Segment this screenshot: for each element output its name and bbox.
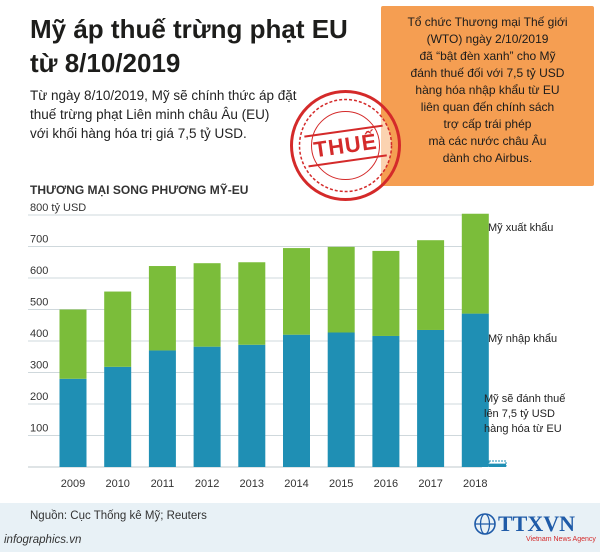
y-tick-label: 700 [30, 234, 48, 246]
bar-import [372, 335, 400, 467]
tariff-line-1: Mỹ sẽ đánh thuế [484, 393, 566, 405]
bar-tariff-outline [488, 460, 507, 467]
logo-subtitle: Vietnam News Agency [526, 536, 596, 543]
bar-export [461, 213, 489, 314]
bar-export [104, 291, 132, 367]
y-tick-label: 300 [30, 360, 48, 372]
import-label: Mỹ nhập khẩu [488, 333, 558, 345]
x-tick-label: 2011 [151, 478, 175, 490]
x-tick-label: 2010 [105, 478, 129, 490]
bar-export [327, 246, 355, 333]
bar-chart: 800 tỷ USD 700 600 500 400 300 200 100 2009 2010 2… [28, 202, 507, 490]
x-tick-label: 2016 [374, 478, 398, 490]
bar-import [283, 334, 310, 467]
y-tick-label: 800 tỷ USD [30, 202, 86, 214]
callout-line: đánh thuế đối với 7,5 tỷ USD [410, 66, 565, 80]
bar-export [238, 262, 266, 345]
globe-icon [474, 513, 496, 535]
bar-tariff [489, 463, 506, 467]
y-tick-label: 400 [30, 328, 48, 340]
intro-line-2: thuế trừng phạt Liên minh châu Âu (EU) [30, 107, 270, 122]
x-tick-label: 2018 [463, 478, 487, 490]
source-note: Nguồn: Cục Thống kê Mỹ; Reuters [30, 510, 207, 522]
bar-export [148, 266, 176, 351]
logo-text: TTXVN [498, 511, 576, 536]
callout-line: mà các nước châu Âu [428, 134, 547, 148]
callout-line: (WTO) ngày 2/10/2019 [426, 32, 549, 46]
callout-line: đã “bật đèn xanh” cho Mỹ [419, 49, 556, 63]
bar-import [104, 366, 132, 467]
callout-line: trợ cấp trái phép [443, 117, 532, 131]
callout-line: Tổ chức Thương mại Thế giới [407, 15, 568, 29]
x-tick-label: 2014 [284, 478, 308, 490]
bar-export [193, 263, 221, 347]
tariff-note: Mỹ sẽ đánh thuế lên 7,5 tỷ USD hàng hóa … [484, 392, 594, 437]
tariff-line-3: hàng hóa từ EU [484, 423, 562, 435]
bar-export [372, 250, 400, 336]
x-tick-label: 2015 [329, 478, 353, 490]
export-label: Mỹ xuất khẩu [488, 222, 554, 234]
ttxvn-logo: TTXVN Vietnam News Agency [474, 509, 596, 549]
bar-export [59, 309, 87, 379]
tax-stamp-icon: THUẾ [288, 88, 403, 203]
callout-line: dành cho Airbus. [442, 151, 533, 165]
callout-line: liên quan đến chính sách [420, 100, 555, 114]
x-tick-label: 2017 [418, 478, 442, 490]
title-line-1: Mỹ áp thuế trừng phạt EU [30, 14, 348, 44]
stamp-label: THUẾ [303, 124, 388, 167]
page-title: Mỹ áp thuế trừng phạt EU từ 8/10/2019 [30, 12, 370, 80]
y-tick-label: 600 [30, 265, 48, 277]
x-tick-label: 2009 [61, 478, 85, 490]
site-link[interactable]: infographics.vn [4, 534, 82, 546]
y-tick-label: 100 [30, 423, 48, 435]
bar-import [59, 378, 87, 467]
x-tick-label: 2012 [195, 478, 219, 490]
bar-import [148, 350, 176, 467]
y-tick-label: 200 [30, 391, 48, 403]
bar-import [417, 329, 445, 467]
intro-text: Từ ngày 8/10/2019, Mỹ sẽ chính thức áp đ… [30, 86, 350, 143]
bar-import [327, 332, 355, 467]
chart-title: THƯƠNG MẠI SONG PHƯƠNG MỸ-EU [30, 183, 249, 197]
callout-line: hàng hóa nhập khẩu từ EU [415, 83, 560, 97]
bar-import [461, 313, 489, 467]
y-tick-label: 500 [30, 297, 48, 309]
title-line-2: từ 8/10/2019 [30, 48, 181, 78]
bar-export [417, 240, 445, 330]
intro-line-3: với khối hàng hóa trị giá 7,5 tỷ USD. [30, 126, 247, 141]
bar-import [238, 344, 266, 467]
bar-import [193, 346, 221, 467]
wto-callout: Tổ chức Thương mại Thế giới (WTO) ngày 2… [381, 6, 594, 186]
tariff-line-2: lên 7,5 tỷ USD [484, 408, 555, 420]
intro-line-1: Từ ngày 8/10/2019, Mỹ sẽ chính thức áp đ… [30, 88, 297, 103]
x-tick-label: 2013 [240, 478, 264, 490]
bar-export [283, 248, 310, 335]
footer-band [0, 503, 600, 552]
